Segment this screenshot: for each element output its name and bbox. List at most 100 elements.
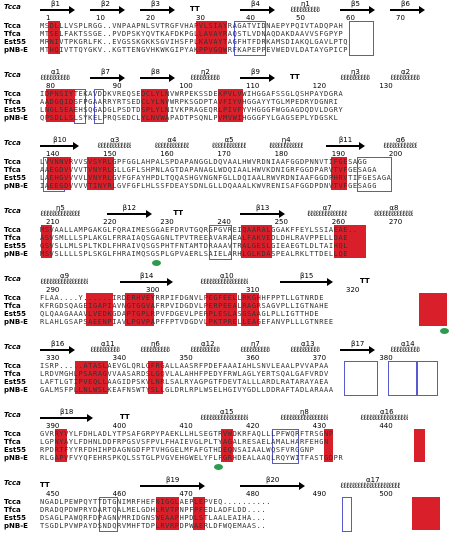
residue-number-tick: 450 [46,490,60,498]
sequence-row: GSVSLLMLSPLTKDLFHRAIVQSGSPHTFNTAMTDRAAAV… [40,242,349,250]
residue-number-tick: 470 [179,490,193,498]
sequence-row: NGADLPEWPQYTTDTGNIMRFHEFNIGGLAEPLEPVEQ..… [40,498,272,506]
conserved-residue-highlight [418,293,448,326]
catalytic-residue-marker [440,328,449,334]
beta-strand-arrow [240,6,275,14]
residue-number-tick: 270 [388,218,403,226]
residue-number-tick: 190 [331,150,346,158]
catalytic-residue-marker [152,260,161,266]
residue-number-tick: 310 [246,286,260,294]
sequence-name: Est55 [4,242,27,250]
beta-strand-arrow [140,74,175,82]
similar-residue-box [416,361,438,396]
sequence-row: LAFTLGTIPVEQLLAAGIDPSKVLNRLSALRYAGPGTFDE… [40,378,329,386]
residue-number-tick: 370 [312,354,327,362]
sequence-name: pNB-E [4,386,28,394]
similar-residue-box [272,429,299,464]
secondary-structure-label: α12 [201,340,215,348]
beta-strand-arrow [390,6,425,14]
residue-number-tick: 70 [396,14,405,22]
residue-number-tick: 230 [160,218,174,226]
sequence-row: ASVSMLLLSPLAKGLFRRAIAQSGAGNLTPVTREEAVARA… [40,234,349,242]
similar-residue-box [233,21,266,56]
secondary-structure-label: TT [290,73,300,81]
sequence-name: Tfca [4,506,21,514]
sequence-row: IDPNSIYTEKAVDDKVREQSEDCLYLNVWRPEKSSDEKPV… [40,90,344,98]
sequence-name: pNB-E [4,454,28,462]
alpha-helix-coil: ℓℓℓℓℓℓℓℓℓℓℓℓℓℓℓℓℓℓℓℓℓℓ [90,345,120,354]
residue-number-tick: 180 [274,150,288,158]
sequence-row: RPDRTFYYRFDHIHPDAGNGDFPTVHGGELMFAFGTHDEQ… [40,446,315,454]
similar-residue-box [343,361,379,396]
secondary-structure-label: α10 [220,272,234,280]
residue-number-tick: 50 [296,14,305,22]
sequence-name: Tfca [4,438,21,446]
alignment-block: Tcca β1 β2 β3 TT β4 ℓℓℓℓℓℓℓℓℓℓℓℓℓℓℓℓℓℓℓℓℓℓη1 β5… [0,0,460,60]
alpha-helix-coil: ℓℓℓℓℓℓℓℓℓℓℓℓℓℓℓℓℓℓℓℓℓℓ [211,141,246,150]
residue-number-tick: 220 [103,218,117,226]
secondary-structure-label: α11 [101,340,115,348]
sequence-row: DRADQPDWPRYDARTQALMELGDHLRVTPNPFPFEDLADF… [40,506,267,514]
secondary-structure-label: β10 [53,136,67,144]
similar-residue-box [388,361,418,396]
similar-residue-box [99,497,119,532]
secondary-structure-label: α17 [366,476,380,484]
residue-number-tick: 440 [379,422,393,430]
alpha-helix-coil: ℓℓℓℓℓℓℓℓℓℓℓℓℓℓℓℓℓℓℓℓℓℓ [154,141,189,150]
residue-number-tick: 410 [179,422,193,430]
similar-residue-box [357,157,393,192]
conserved-residue-highlight [87,157,115,190]
secondary-structure-label: η5 [56,204,65,212]
alpha-helix-coil: ℓℓℓℓℓℓℓℓℓℓℓℓℓℓℓℓℓℓℓℓℓℓ [97,141,132,150]
sequence-row: QPSDLLSLSYKELPRQSEDCLYLNVWAPADTPSQNLPVMV… [40,114,339,122]
residue-number-tick: 110 [246,82,260,90]
conserved-residue-highlight [47,157,72,190]
beta-strand-arrow [40,142,80,150]
secondary-structure-label: TT [360,277,370,285]
sequence-name: Tfca [4,166,21,174]
secondary-structure-label: α5 [224,136,234,144]
sequence-row: KFRGDSQAGEIGAPIAVNGTGGVAFRPVIDGDVLPERPEE… [40,302,329,310]
secondary-structure-label: TT [173,209,184,217]
secondary-structure-label: β2 [101,0,110,8]
sequence-row: MSVSLLLLSPLSKGLFHRAIMQSGSPLGPVAERLSAIELA… [40,250,349,258]
secondary-structure-label: β9 [251,68,260,76]
secondary-structure-label: β15 [300,272,314,280]
sequence-name: Est55 [4,310,27,318]
conserved-residue-highlight [192,497,205,530]
secondary-structure-reference-label: Tcca [4,207,21,215]
residue-number-tick: 330 [46,354,60,362]
alpha-helix-coil: ℓℓℓℓℓℓℓℓℓℓℓℓℓℓℓℓℓℓℓℓℓℓ [373,209,413,218]
beta-strand-arrow [90,6,125,14]
secondary-structure-label: α6 [396,136,406,144]
secondary-structure-label: α16 [380,408,394,416]
sequence-name: Est55 [4,174,27,182]
beta-strand-arrow [40,346,75,354]
sequence-row: LAEHGVVVVLVNYRLGVFGFAYHPDLTQQASHGVNGNFGL… [40,174,392,182]
similar-residue-box [93,89,105,124]
secondary-structure-reference-label: Tcca [4,71,21,79]
residue-number-tick: 430 [312,422,327,430]
residue-number-tick: 320 [346,286,360,294]
secondary-structure-label: β20 [266,476,280,484]
sequence-name: Est55 [4,378,27,386]
sequence-name: pNB-E [4,182,28,190]
conserved-residue-highlight [148,361,163,394]
sequence-row: RLAHLGSAPSAEENPIAVLPGVPAPFFPTVDGDVLPKTPR… [40,318,334,326]
secondary-structure-label: α14 [401,340,415,348]
sequence-name: Tcca [4,430,21,438]
conserved-residue-highlight [218,89,243,122]
residue-number-tick: 210 [46,218,60,226]
sequence-name: Est55 [4,514,27,522]
secondary-structure-label: β11 [338,136,353,144]
alpha-helix-coil: ℓℓℓℓℓℓℓℓℓℓℓℓℓℓℓℓℓℓℓℓℓℓ [340,73,370,82]
residue-number-tick: 360 [246,354,260,362]
sequence-name: pNB-E [4,522,28,530]
sequence-row: MSVAALLAMPGAKGLFQRAIMESGGAEFDRVTGQRGPGVR… [40,226,358,234]
beta-strand-arrow [40,414,93,422]
secondary-structure-reference-label: Tcca [4,275,21,283]
secondary-structure-label: β8 [151,68,160,76]
sequence-row: LRDVMGHLPSARAGVVAASARDSLGQVLALAHHFPEDYFR… [40,370,329,378]
secondary-structure-label: η8 [300,408,309,416]
sequence-row: ISRP.....ATASLAEVGLQRLGFRGALLAASRFPDEFAA… [40,362,329,370]
